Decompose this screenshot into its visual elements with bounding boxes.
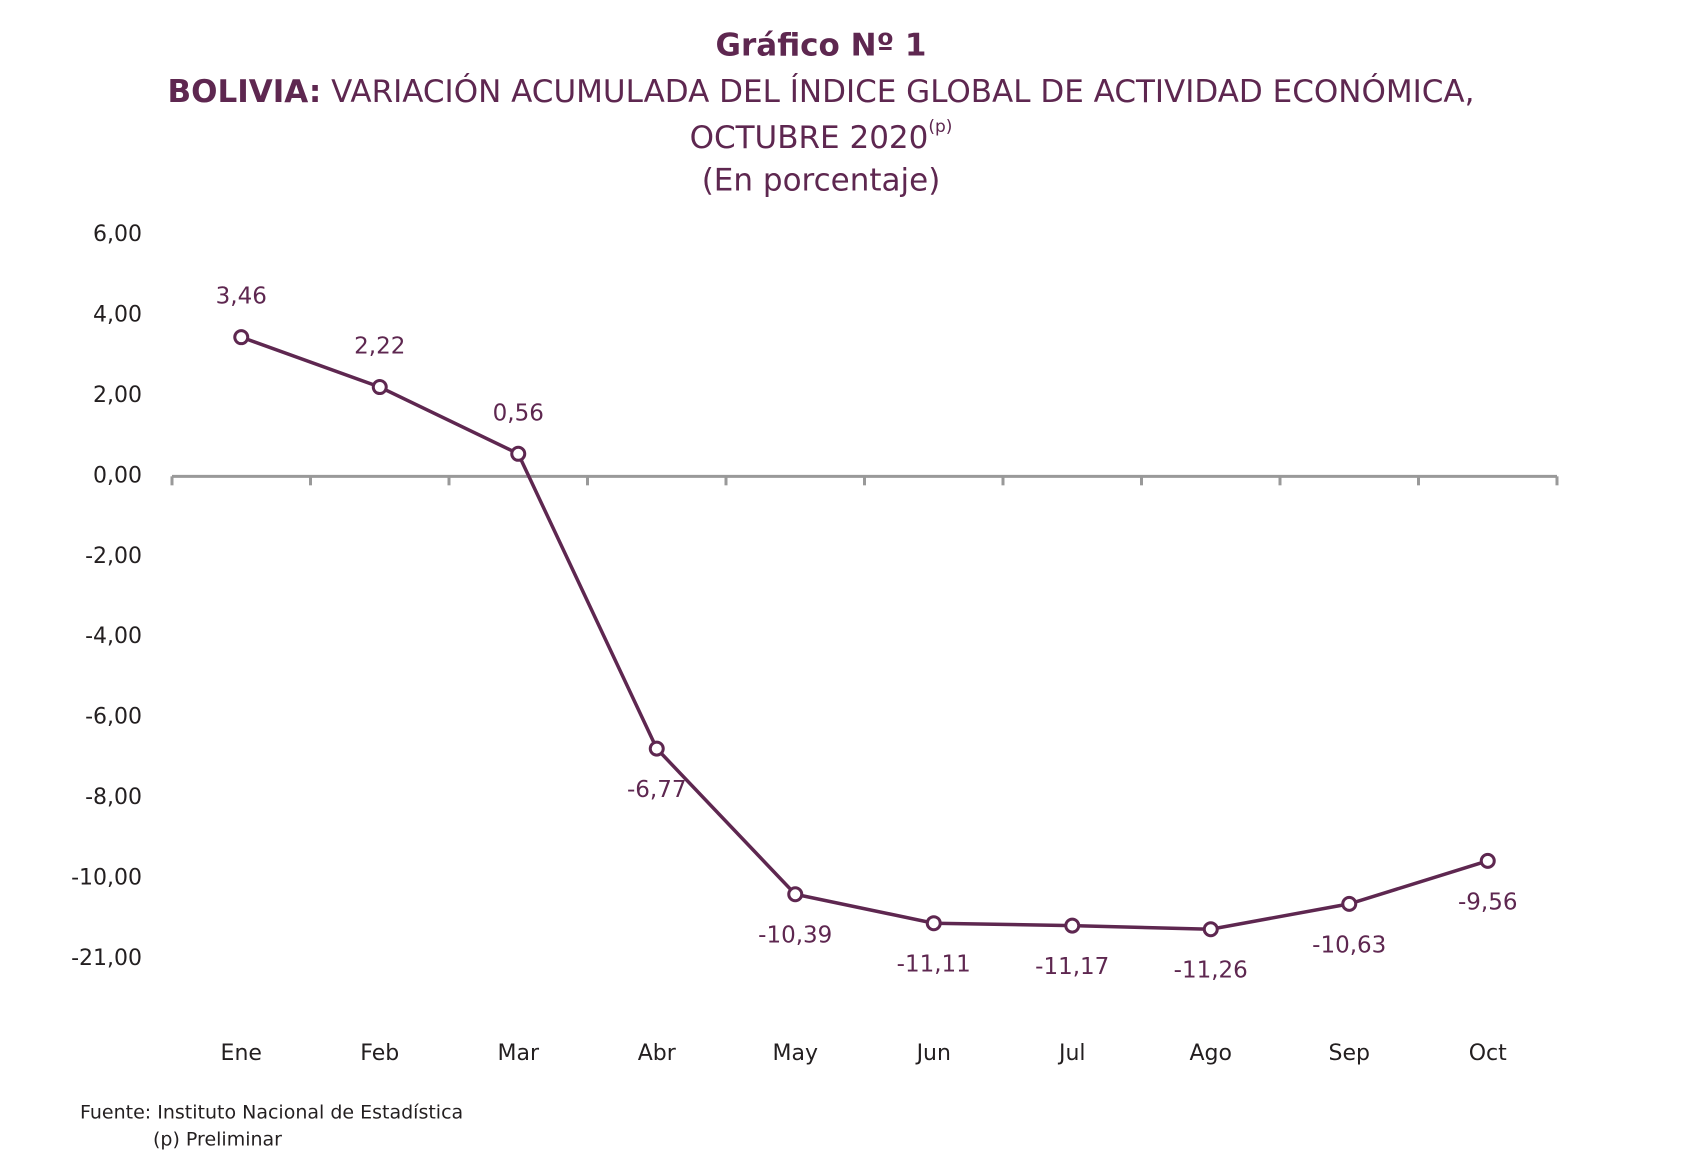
value-label: -9,56: [1458, 889, 1518, 915]
value-label: 0,56: [493, 400, 544, 426]
value-label: -6,77: [627, 777, 687, 803]
point: [371, 379, 388, 396]
point: [1064, 917, 1081, 934]
point: [1479, 852, 1496, 869]
y-tick-label: 4,00: [93, 302, 142, 327]
y-tick-label: 2,00: [93, 383, 142, 408]
y-tick-label: -8,00: [85, 785, 142, 810]
point: [510, 445, 527, 462]
y-tick-label: -4,00: [85, 624, 142, 649]
x-tick-label: Jun: [915, 1041, 951, 1066]
subtitle-bold: BOLIVIA:: [168, 74, 322, 110]
y-tick-label: 0,00: [93, 463, 142, 488]
value-label: 2,22: [354, 334, 405, 360]
y-tick-label: -2,00: [85, 544, 142, 569]
subtitle-line2: OCTUBRE 2020: [690, 120, 929, 156]
chart-subtitle: BOLIVIA: VARIACIÓN ACUMULADA DEL ÍNDICE …: [168, 73, 1475, 110]
unit-note: (En porcentaje): [702, 163, 941, 199]
x-tick-label: Jul: [1057, 1041, 1086, 1066]
y-tick-label: -6,00: [85, 705, 142, 730]
value-label: -11,11: [897, 952, 971, 978]
y-tick-label: -21,00: [71, 946, 142, 971]
point: [925, 915, 942, 932]
line: [240, 335, 1489, 931]
point: [233, 329, 250, 346]
x-tick-label: Ago: [1190, 1041, 1232, 1066]
value-label: 3,46: [216, 284, 267, 310]
point: [787, 886, 804, 903]
y-tick-label: 6,00: [93, 222, 142, 247]
note: (p) Preliminar: [153, 1129, 282, 1151]
y-tick-label: -10,00: [71, 866, 142, 891]
subtitle-superscript: (p): [928, 117, 952, 137]
chart-subtitle-2: OCTUBRE 2020(p): [690, 117, 953, 156]
point: [1202, 921, 1219, 938]
x-tick-label: Feb: [360, 1041, 399, 1066]
value-label: -10,63: [1312, 932, 1386, 958]
x-tick-label: Ene: [221, 1041, 262, 1066]
point: [1341, 895, 1358, 912]
value-label: -10,39: [758, 923, 832, 949]
value-label: -11,17: [1035, 954, 1109, 980]
subtitle-text: VARIACIÓN ACUMULADA DEL ÍNDICE GLOBAL DE…: [331, 73, 1474, 110]
x-tick-label: Mar: [497, 1041, 539, 1066]
value-label: -11,26: [1174, 958, 1248, 984]
x-tick-label: Abr: [638, 1041, 677, 1066]
x-tick-label: Oct: [1469, 1041, 1507, 1066]
point: [648, 740, 665, 757]
source: Fuente: Instituto Nacional de Estadístic…: [80, 1102, 463, 1124]
x-tick-label: May: [773, 1041, 818, 1066]
chart-title: Gráfico Nº 1: [716, 28, 927, 64]
x-tick-label: Sep: [1329, 1041, 1370, 1066]
